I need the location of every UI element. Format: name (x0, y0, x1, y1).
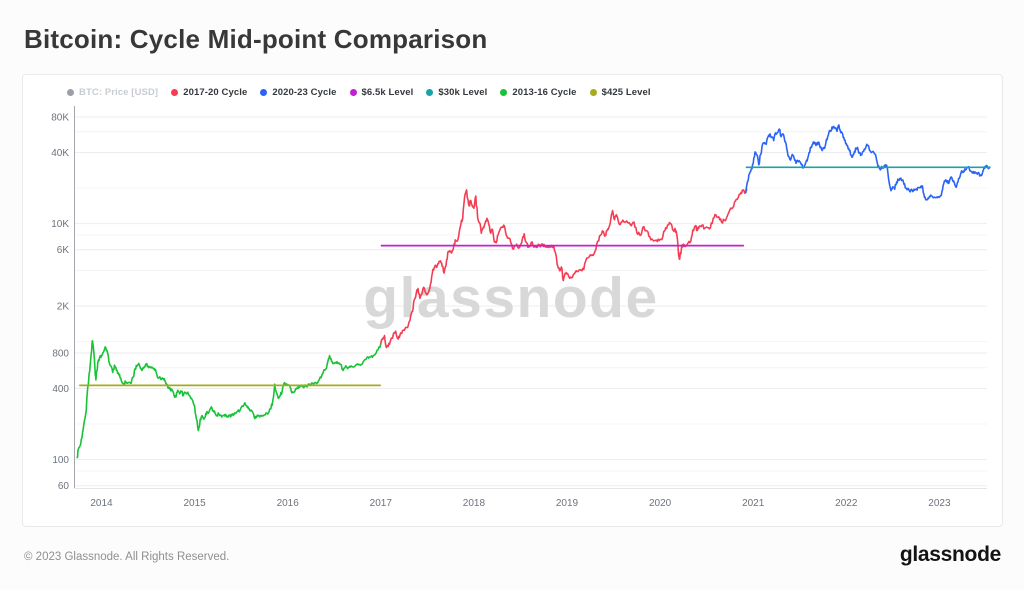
legend-item-30k-level[interactable]: $30k Level (426, 87, 487, 98)
legend-item-label: $425 Level (601, 86, 651, 98)
chart-legend: BTC: Price [USD] 2017-20 Cycle 2020-23 Cyc… (67, 85, 651, 99)
legend-dot-icon (349, 88, 357, 96)
y-axis-label: 2K (57, 302, 70, 313)
x-axis-label: 2021 (742, 498, 765, 509)
x-axis-label: 2015 (183, 498, 206, 509)
series-2013-16-cycle (76, 340, 382, 459)
legend-item-btc-price-usd[interactable]: BTC: Price [USD] (67, 87, 158, 98)
page-title: Bitcoin: Cycle Mid-point Comparison (24, 24, 488, 54)
series-2020-23-cycle (745, 124, 991, 201)
y-axis-label: 10K (51, 219, 69, 230)
x-axis-label: 2022 (835, 498, 858, 509)
series-2017-20-cycle (380, 188, 748, 349)
legend-dot-icon (426, 88, 434, 96)
legend-item-2017-20-cycle[interactable]: 2017-20 Cycle (171, 87, 247, 98)
y-axis-label: 80K (51, 113, 69, 124)
legend-item-6-5k-level[interactable]: $6.5k Level (349, 86, 414, 98)
legend-item-label: BTC: Price [USD] (79, 86, 159, 98)
y-axis-label: 400 (52, 384, 69, 395)
y-axis-label: 100 (52, 455, 69, 466)
y-axis-label: 800 (52, 349, 69, 360)
legend-item-2020-23-cycle[interactable]: 2020-23 Cycle (260, 87, 336, 98)
legend-item-label: 2013-16 Cycle (512, 86, 577, 98)
legend-item-label: 2020-23 Cycle (272, 86, 337, 98)
legend-item-2013-16-cycle[interactable]: 2013-16 Cycle (500, 87, 576, 98)
legend-dot-icon (171, 88, 179, 96)
legend-dot-icon (260, 88, 268, 96)
watermark: glassnode (363, 266, 658, 330)
legend-item-label: $30k Level (438, 86, 488, 98)
x-axis-label: 2023 (928, 498, 951, 509)
legend-item-label: 2017-20 Cycle (183, 86, 248, 98)
chart-card: BTC: Price [USD] 2017-20 Cycle 2020-23 Cyc… (22, 74, 1003, 527)
x-axis-label: 2018 (463, 498, 486, 509)
x-axis-label: 2016 (277, 498, 300, 509)
y-axis-label: 40K (51, 148, 69, 159)
x-axis-label: 2017 (370, 498, 393, 509)
x-axis-label: 2014 (90, 498, 113, 509)
legend-dot-icon (67, 88, 74, 96)
legend-item-425-level[interactable]: $425 Level (589, 86, 651, 98)
legend-dot-icon (589, 88, 597, 96)
legend-item-label: $6.5k Level (361, 86, 414, 98)
y-axis-label: 6K (57, 245, 70, 256)
copyright: © 2023 Glassnode. All Rights Reserved. (24, 551, 230, 563)
x-axis-label: 2020 (649, 498, 672, 509)
y-axis-label: 60 (58, 481, 70, 492)
x-axis-label: 2019 (556, 498, 579, 509)
glassnode-logo: glassnode (899, 543, 1001, 566)
price-chart[interactable]: glassnode 80K 40K 10K 6K 2K 800 400 100 60 2014 201… (23, 75, 1004, 528)
legend-dot-icon (500, 88, 508, 96)
